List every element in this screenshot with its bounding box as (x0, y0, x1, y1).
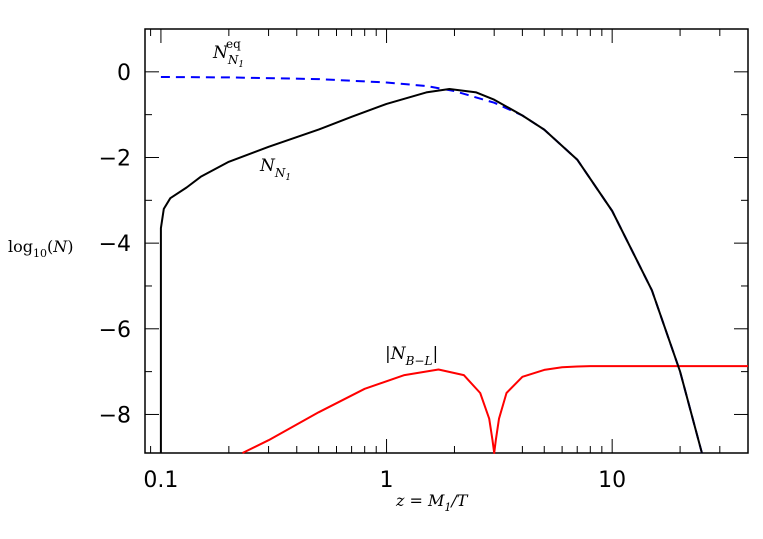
x-tick-label: 1 (380, 468, 394, 493)
plot-frame (144, 28, 749, 454)
series-line-n-n1 (159, 88, 703, 454)
y-axis-label: log10(N) (8, 237, 74, 260)
series-line-n-n1-eq (160, 76, 703, 454)
annotation-n-b-l: |NB−L| (385, 344, 438, 368)
y-tick-label: −4 (99, 232, 131, 257)
series-line-n-b-l (242, 365, 748, 454)
x-tick-label: 0.1 (143, 468, 178, 493)
y-tick-label: −2 (99, 146, 131, 171)
x-tick-label: 10 (598, 468, 626, 493)
y-tick-label: −8 (99, 403, 131, 428)
annotation-n-n1: NN1 (259, 156, 291, 183)
y-tick-label: 0 (117, 61, 131, 86)
curves (159, 76, 748, 454)
axis-tick-labels: 0.1 1 10 0 −2 −4 −6 −8 (99, 61, 627, 493)
annotation-eq-superscript: eq (226, 37, 241, 51)
x-axis-label: z = M1/T (395, 491, 469, 514)
annotation-n-n1-eq: NN1 (212, 43, 244, 70)
y-tick-label: −6 (99, 318, 131, 343)
axis-ticks (145, 29, 749, 453)
